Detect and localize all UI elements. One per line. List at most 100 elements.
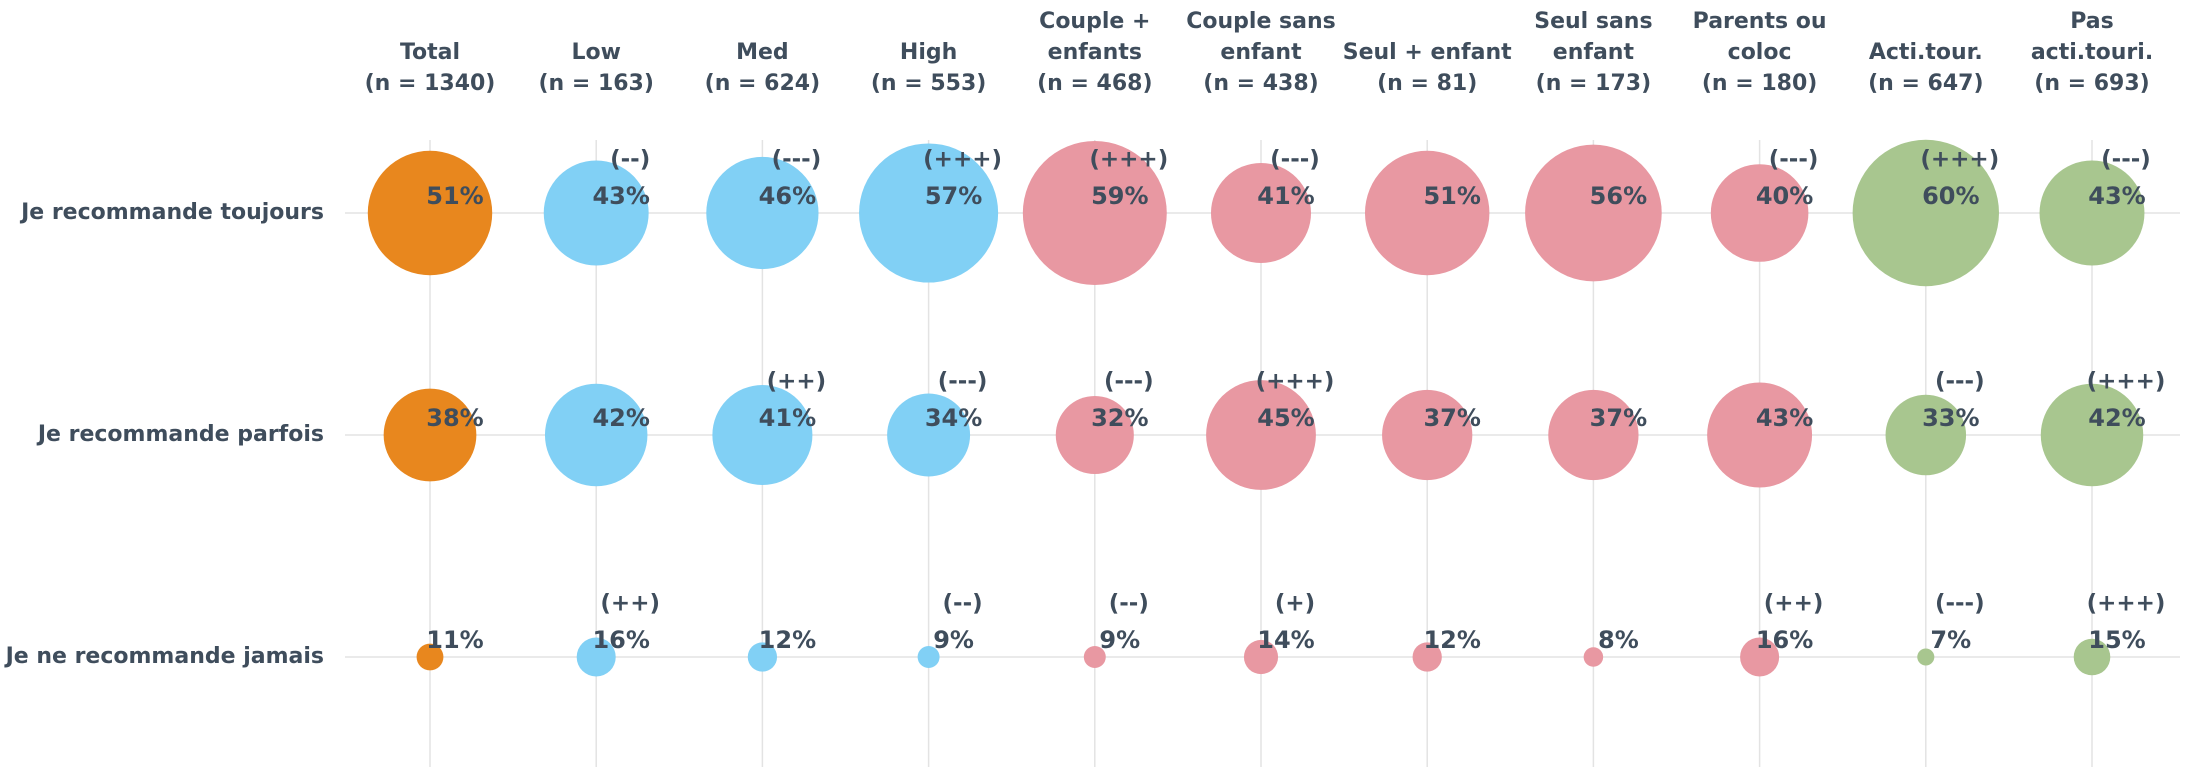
- bubble: [1740, 637, 1780, 677]
- significance: (+++): [1256, 369, 1335, 395]
- significance: (---): [1769, 147, 1819, 173]
- significance: (+++): [1920, 147, 1999, 173]
- bubble: [712, 384, 813, 486]
- column-header: Parents ou: [1693, 9, 1827, 34]
- significance: (--): [943, 591, 983, 617]
- value-label: 43%: [1756, 404, 1813, 432]
- bubble: [416, 643, 444, 671]
- column-header: (n = 163): [538, 71, 653, 96]
- value-label: 46%: [759, 182, 816, 210]
- bubble: [1083, 646, 1106, 668]
- column-header: Seul sans: [1534, 9, 1652, 34]
- bubble: [1382, 389, 1473, 481]
- bubble: [543, 160, 649, 266]
- significance: (--): [1109, 591, 1149, 617]
- value-label: 32%: [1091, 404, 1148, 432]
- column-header: enfants: [1048, 40, 1142, 65]
- bubble: [1412, 642, 1442, 672]
- value-label: 57%: [925, 182, 982, 210]
- value-label: 43%: [2088, 182, 2145, 210]
- significance: (--): [610, 147, 650, 173]
- bubble: [2039, 160, 2145, 266]
- value-label: 56%: [1590, 182, 1647, 210]
- value-label: 8%: [1598, 626, 1639, 654]
- column-header: (n = 624): [705, 71, 820, 96]
- significance: (+): [1275, 591, 1315, 617]
- bubble: [2040, 383, 2144, 487]
- column-header: (n = 553): [871, 71, 986, 96]
- bubble: [859, 143, 999, 283]
- value-label: 33%: [1922, 404, 1979, 432]
- column-header: (n = 468): [1037, 71, 1152, 96]
- value-label: 40%: [1756, 182, 1813, 210]
- value-label: 14%: [1257, 626, 1314, 654]
- column-header: (n = 173): [1536, 71, 1651, 96]
- value-label: 60%: [1922, 182, 1979, 210]
- value-label: 38%: [426, 404, 483, 432]
- bubble: [1852, 139, 2000, 287]
- row-label: Je recommande toujours: [19, 200, 324, 225]
- column-header: Low: [571, 40, 620, 65]
- bubble: [1243, 639, 1279, 675]
- value-label: 9%: [933, 626, 974, 654]
- bubble: [1548, 389, 1639, 481]
- column-header: (n = 1340): [365, 71, 496, 96]
- value-label: 45%: [1257, 404, 1314, 432]
- row-label: Je ne recommande jamais: [4, 644, 324, 669]
- significance: (++): [767, 369, 827, 395]
- significance: (+++): [1089, 147, 1168, 173]
- bubble: [1210, 162, 1312, 264]
- column-header: (n = 438): [1203, 71, 1318, 96]
- significance: (---): [1270, 147, 1320, 173]
- value-label: 12%: [1423, 626, 1480, 654]
- bubble: [367, 150, 493, 276]
- bubble: [1364, 150, 1490, 276]
- bubble: [544, 383, 648, 487]
- bubble: [1707, 382, 1813, 488]
- column-header: (n = 647): [1868, 71, 1983, 96]
- column-header: acti.touri.: [2031, 40, 2153, 65]
- value-label: 7%: [1930, 626, 1971, 654]
- significance: (---): [2101, 147, 2151, 173]
- column-header: Med: [736, 40, 789, 65]
- bubble: [706, 156, 819, 270]
- column-header: High: [900, 40, 957, 65]
- column-header: Couple sans: [1186, 9, 1336, 34]
- column-header: (n = 693): [2034, 71, 2149, 96]
- bubble: [1206, 380, 1316, 490]
- bubble: [2073, 638, 2111, 676]
- bubble: [1525, 144, 1662, 282]
- bubble: [1885, 394, 1967, 476]
- value-label: 34%: [925, 404, 982, 432]
- value-label: 42%: [592, 404, 649, 432]
- value-label: 51%: [1423, 182, 1480, 210]
- bubble: [576, 637, 616, 677]
- value-label: 12%: [759, 626, 816, 654]
- column-header: coloc: [1728, 40, 1792, 65]
- value-label: 59%: [1091, 182, 1148, 210]
- value-label: 37%: [1423, 404, 1480, 432]
- value-label: 42%: [2088, 404, 2145, 432]
- bubble: [1710, 164, 1809, 262]
- bubble: [1055, 395, 1134, 475]
- bubble: [747, 642, 778, 672]
- value-label: 9%: [1099, 626, 1140, 654]
- value-label: 51%: [426, 182, 483, 210]
- value-label: 16%: [1756, 626, 1813, 654]
- column-header: Couple +: [1039, 9, 1150, 34]
- column-header: Total: [400, 40, 460, 65]
- column-header: enfant: [1553, 40, 1635, 65]
- value-label: 41%: [1257, 182, 1314, 210]
- significance: (+++): [923, 147, 1002, 173]
- significance: (---): [772, 147, 822, 173]
- value-label: 43%: [592, 182, 649, 210]
- value-label: 41%: [759, 404, 816, 432]
- bubble: [1583, 647, 1604, 667]
- significance: (---): [1935, 591, 1985, 617]
- bubble: [887, 393, 971, 477]
- column-header: (n = 180): [1702, 71, 1817, 96]
- column-header: (n = 81): [1377, 71, 1477, 96]
- significance: (++): [1764, 591, 1824, 617]
- bubble: [917, 646, 940, 668]
- column-header: Seul + enfant: [1343, 40, 1512, 65]
